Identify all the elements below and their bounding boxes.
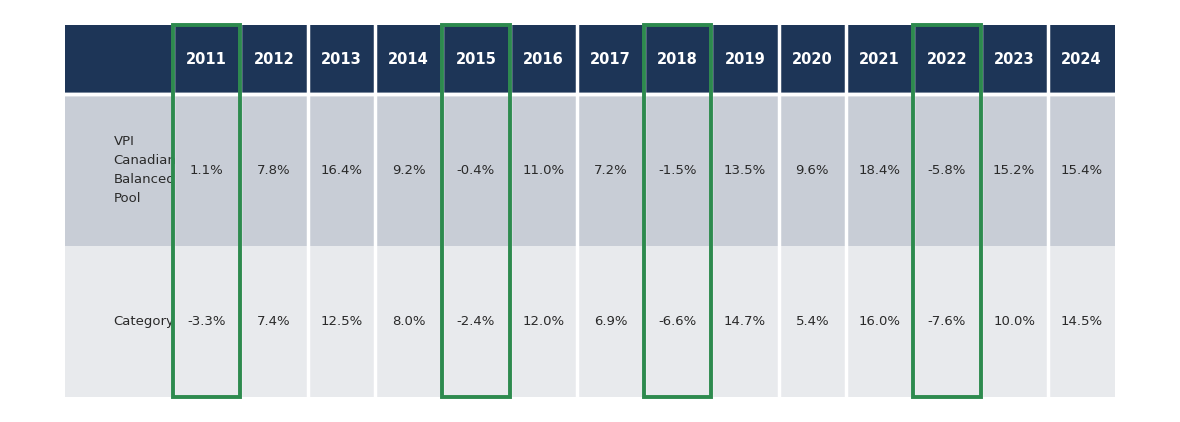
Bar bbox=[1048, 94, 1115, 246]
Bar bbox=[65, 25, 173, 94]
Bar bbox=[1048, 246, 1115, 397]
Text: -1.5%: -1.5% bbox=[658, 164, 697, 177]
Text: 12.5%: 12.5% bbox=[320, 315, 362, 328]
Text: 14.5%: 14.5% bbox=[1061, 315, 1102, 328]
Bar bbox=[375, 94, 442, 246]
Text: 1.1%: 1.1% bbox=[190, 164, 223, 177]
Text: 2012: 2012 bbox=[254, 52, 294, 67]
Bar bbox=[913, 25, 981, 94]
Bar bbox=[308, 94, 375, 246]
Bar bbox=[779, 94, 846, 246]
Text: 2024: 2024 bbox=[1061, 52, 1102, 67]
Bar bbox=[173, 25, 241, 94]
Text: 2015: 2015 bbox=[455, 52, 497, 67]
Text: 2011: 2011 bbox=[186, 52, 228, 67]
Text: 9.2%: 9.2% bbox=[392, 164, 426, 177]
Bar bbox=[375, 246, 442, 397]
Text: 7.4%: 7.4% bbox=[257, 315, 290, 328]
Bar bbox=[913, 94, 981, 246]
Text: 2023: 2023 bbox=[994, 52, 1035, 67]
Bar bbox=[442, 25, 510, 94]
Bar bbox=[846, 25, 913, 94]
Bar bbox=[913, 246, 981, 397]
Bar bbox=[981, 25, 1048, 94]
Text: 7.2%: 7.2% bbox=[594, 164, 628, 177]
Text: 2019: 2019 bbox=[725, 52, 766, 67]
Text: VPI
Canadian
Balanced
Pool: VPI Canadian Balanced Pool bbox=[113, 135, 177, 205]
Bar bbox=[510, 25, 577, 94]
Bar bbox=[241, 25, 308, 94]
Text: 14.7%: 14.7% bbox=[725, 315, 766, 328]
Bar bbox=[375, 25, 442, 94]
Text: -3.3%: -3.3% bbox=[188, 315, 225, 328]
Bar bbox=[846, 246, 913, 397]
Text: Category: Category bbox=[113, 315, 175, 328]
Bar bbox=[308, 25, 375, 94]
Text: -6.6%: -6.6% bbox=[658, 315, 697, 328]
Bar bbox=[442, 246, 510, 397]
Bar bbox=[644, 94, 712, 246]
Bar bbox=[712, 94, 779, 246]
Bar bbox=[510, 246, 577, 397]
Text: 2013: 2013 bbox=[321, 52, 361, 67]
Text: 2020: 2020 bbox=[792, 52, 833, 67]
Bar bbox=[65, 246, 173, 397]
Bar bbox=[981, 246, 1048, 397]
Text: 9.6%: 9.6% bbox=[795, 164, 830, 177]
Text: 2014: 2014 bbox=[388, 52, 430, 67]
Bar bbox=[510, 94, 577, 246]
Bar bbox=[981, 94, 1048, 246]
Bar bbox=[779, 246, 846, 397]
Bar bbox=[173, 246, 241, 397]
Text: 2021: 2021 bbox=[859, 52, 900, 67]
Text: 8.0%: 8.0% bbox=[392, 315, 425, 328]
Text: -7.6%: -7.6% bbox=[927, 315, 966, 328]
Bar bbox=[779, 25, 846, 94]
Bar bbox=[442, 94, 510, 246]
Bar bbox=[577, 246, 644, 397]
Bar bbox=[577, 25, 644, 94]
Text: -2.4%: -2.4% bbox=[457, 315, 496, 328]
Text: 13.5%: 13.5% bbox=[723, 164, 766, 177]
Text: 7.8%: 7.8% bbox=[257, 164, 290, 177]
Bar bbox=[308, 246, 375, 397]
Bar bbox=[644, 25, 712, 397]
Text: 15.2%: 15.2% bbox=[994, 164, 1035, 177]
Text: 5.4%: 5.4% bbox=[795, 315, 830, 328]
Bar bbox=[846, 94, 913, 246]
Text: 6.9%: 6.9% bbox=[594, 315, 628, 328]
Text: 11.0%: 11.0% bbox=[522, 164, 564, 177]
Bar bbox=[65, 94, 173, 246]
Text: 16.4%: 16.4% bbox=[320, 164, 362, 177]
Bar bbox=[644, 25, 712, 94]
Text: -5.8%: -5.8% bbox=[927, 164, 966, 177]
Text: 16.0%: 16.0% bbox=[859, 315, 900, 328]
Text: 2016: 2016 bbox=[523, 52, 564, 67]
Bar bbox=[241, 94, 308, 246]
Text: 2022: 2022 bbox=[926, 52, 968, 67]
Text: 10.0%: 10.0% bbox=[994, 315, 1035, 328]
Bar bbox=[913, 25, 981, 397]
Text: -0.4%: -0.4% bbox=[457, 164, 494, 177]
Bar bbox=[712, 25, 779, 94]
Text: 15.4%: 15.4% bbox=[1061, 164, 1102, 177]
Bar bbox=[1048, 25, 1115, 94]
Text: 18.4%: 18.4% bbox=[859, 164, 900, 177]
Bar bbox=[241, 246, 308, 397]
Bar bbox=[442, 25, 510, 397]
Bar bbox=[173, 94, 241, 246]
Text: 2017: 2017 bbox=[590, 52, 631, 67]
Bar bbox=[577, 94, 644, 246]
Bar bbox=[712, 246, 779, 397]
Bar bbox=[173, 25, 241, 397]
Bar bbox=[644, 246, 712, 397]
Text: 2018: 2018 bbox=[657, 52, 699, 67]
Text: 12.0%: 12.0% bbox=[522, 315, 564, 328]
